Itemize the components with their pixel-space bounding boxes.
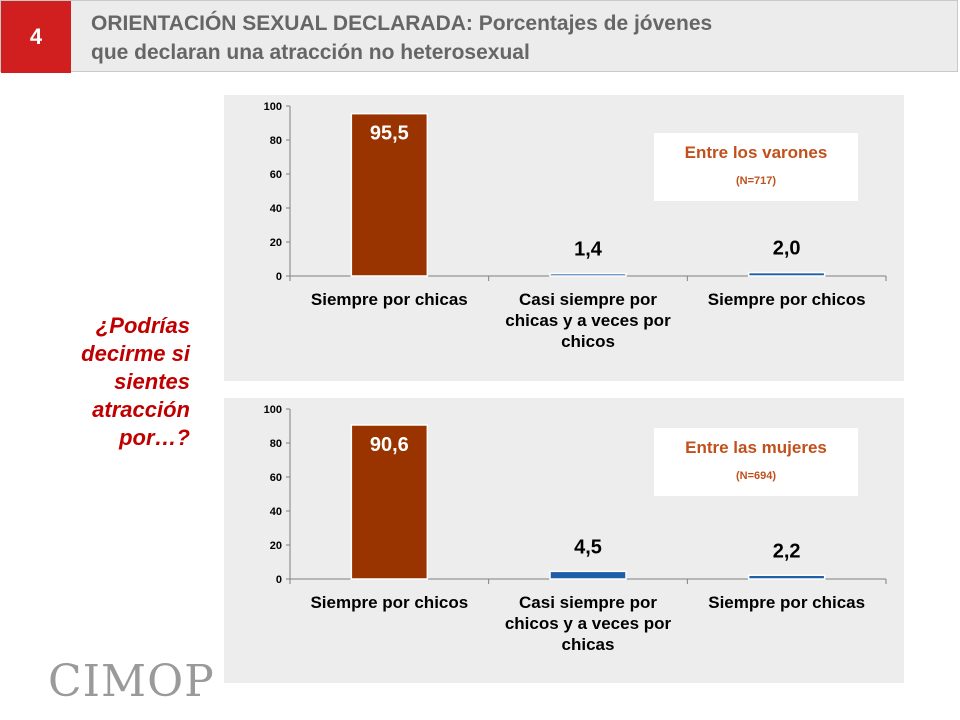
category-label-line: Casi siempre por bbox=[519, 290, 657, 309]
bar bbox=[747, 574, 826, 580]
data-label: 2,0 bbox=[773, 238, 801, 260]
legend-mujeres: Entre las mujeres (N=694) bbox=[654, 428, 858, 496]
bar bbox=[549, 272, 627, 277]
data-label: 90,6 bbox=[370, 434, 409, 456]
legend-title: Entre los varones bbox=[684, 143, 828, 162]
category-label: Casi siempre por chicos y a veces por chic… bbox=[505, 593, 672, 654]
y-tick-label: 60 bbox=[270, 472, 282, 484]
y-tick-label: 0 bbox=[276, 271, 282, 283]
y-tick-label: 20 bbox=[270, 540, 282, 552]
data-label: 2,2 bbox=[773, 540, 801, 562]
survey-question: ¿Podrías decirme si sientes atracción po… bbox=[81, 313, 190, 450]
legend-sample-size: (N=694) bbox=[735, 470, 777, 482]
y-tick-label: 80 bbox=[270, 135, 282, 147]
y-tick-label: 40 bbox=[270, 203, 282, 215]
slide-number: 4 bbox=[1, 1, 71, 73]
title-line-1: ORIENTACIÓN SEXUAL DECLARADA: Porcentaje… bbox=[91, 12, 713, 35]
bar bbox=[747, 271, 826, 277]
legend-varones: Entre los varones (N=717) bbox=[654, 133, 858, 201]
slide-header: 4 ORIENTACIÓN SEXUAL DECLARADA: Porcenta… bbox=[0, 0, 958, 73]
chart-mujeres: 0 20 40 60 80 100 90,6 Siempre por chicos 4,5 Cas… bbox=[264, 404, 887, 654]
bar bbox=[549, 570, 627, 580]
legend-sample-size: (N=717) bbox=[735, 175, 777, 187]
category-label-line: chicos bbox=[561, 332, 615, 351]
y-tick-label: 100 bbox=[264, 101, 282, 113]
category-label-line: Casi siempre por bbox=[519, 593, 657, 612]
chart-varones: 0 20 40 60 80 100 95,5 Siempre por chicas 1,4 Cas… bbox=[264, 101, 887, 351]
data-label: 1,4 bbox=[574, 239, 603, 261]
data-label: 4,5 bbox=[574, 536, 602, 558]
category-label-line: Siempre por chicos bbox=[708, 290, 866, 309]
legend-title: Entre las mujeres bbox=[685, 438, 827, 457]
y-tick-label: 20 bbox=[270, 237, 282, 249]
data-label: 95,5 bbox=[370, 123, 409, 145]
y-tick-label: 80 bbox=[270, 438, 282, 450]
category-label: Siempre por chicas bbox=[708, 593, 865, 612]
category-label: Siempre por chicos bbox=[310, 593, 468, 612]
category-label-line: chicas y a veces por bbox=[505, 311, 671, 330]
y-tick-label: 60 bbox=[270, 169, 282, 181]
title-line-2: que declaran una atracción no heterosexu… bbox=[91, 41, 530, 64]
category-label: Siempre por chicos bbox=[708, 290, 866, 309]
category-label-line: chicos y a veces por bbox=[505, 614, 672, 633]
y-tick-label: 40 bbox=[270, 506, 282, 518]
category-label-line: Siempre por chicos bbox=[310, 593, 468, 612]
category-label: Casi siempre por chicas y a veces por chic… bbox=[505, 290, 671, 351]
category-label: Siempre por chicas bbox=[311, 290, 468, 309]
chart-panel-varones: 0 20 40 60 80 100 95,5 Siempre por chicas 1,4 Cas… bbox=[224, 95, 904, 381]
category-label-line: Siempre por chicas bbox=[311, 290, 468, 309]
bar bbox=[350, 112, 429, 277]
chart-panel-mujeres: 0 20 40 60 80 100 90,6 Siempre por chicos 4,5 Cas… bbox=[224, 398, 904, 683]
y-tick-label: 100 bbox=[264, 404, 282, 416]
slide-title: ORIENTACIÓN SEXUAL DECLARADA: Porcentaje… bbox=[91, 9, 941, 67]
category-label-line: chicas bbox=[562, 635, 615, 654]
category-label-line: Siempre por chicas bbox=[708, 593, 865, 612]
y-tick-label: 0 bbox=[276, 574, 282, 586]
cimop-logo: CIMOP bbox=[48, 656, 215, 707]
bar bbox=[350, 424, 429, 580]
